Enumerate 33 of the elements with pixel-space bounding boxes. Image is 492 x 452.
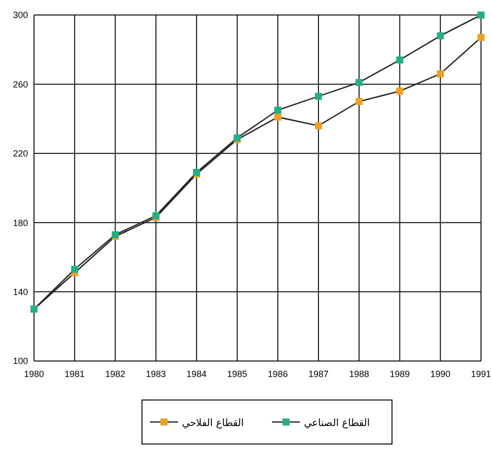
x-tick-label: 1989 (390, 369, 410, 379)
y-tick-label: 140 (12, 286, 28, 297)
point (356, 98, 363, 105)
x-tick-label: 1988 (349, 369, 370, 379)
point (314, 122, 322, 130)
x-tick-label: 1983 (146, 369, 166, 379)
point (436, 32, 444, 40)
y-tick-label: 260 (12, 79, 28, 90)
x-tick-label: 1986 (268, 369, 288, 379)
y-tick-label: 100 (12, 356, 28, 366)
x-tick-label: 1984 (186, 369, 207, 379)
point (274, 106, 282, 114)
point (478, 12, 484, 18)
point (314, 92, 322, 100)
point (436, 70, 444, 78)
point (396, 56, 404, 64)
legend-label: القطاع الفلاحي (182, 418, 244, 429)
x-tick-label: 1982 (105, 369, 126, 379)
point (478, 34, 484, 41)
x-tick-label: 1991 (470, 369, 492, 379)
x-tick-label: 1981 (64, 369, 85, 379)
x-tick-label: 1987 (308, 369, 328, 379)
point (274, 114, 282, 121)
point (356, 78, 363, 86)
x-tick-label: 1980 (24, 369, 44, 379)
x-tick-label: 1985 (227, 369, 248, 379)
y-tick-label: 220 (12, 148, 28, 159)
point (396, 88, 404, 95)
x-tick-label: 1990 (430, 369, 450, 379)
legend-label: القطاع الصناعي (304, 418, 370, 429)
y-tick-label: 300 (12, 10, 28, 20)
point (71, 266, 78, 273)
y-tick-label: 180 (12, 218, 28, 228)
